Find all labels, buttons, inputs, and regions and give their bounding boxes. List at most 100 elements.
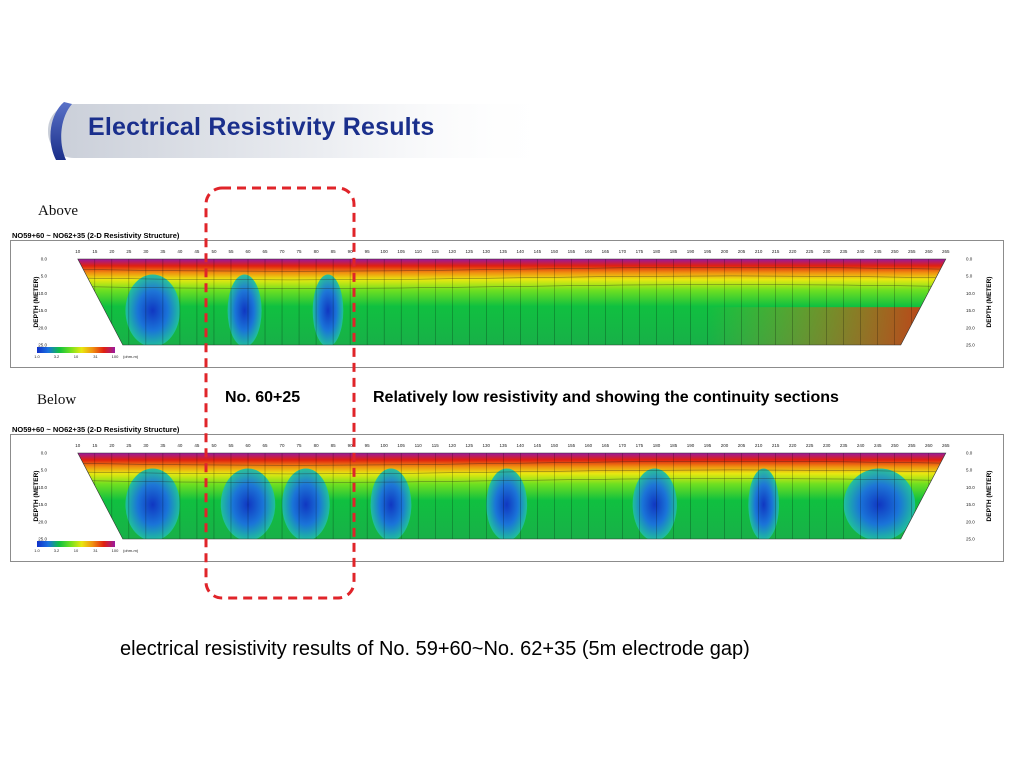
x-tick-label: 130 (483, 443, 491, 448)
x-tick-label: 165 (602, 443, 610, 448)
colorbar (37, 541, 115, 547)
low-resistivity-zone (843, 468, 916, 539)
x-tick-label: 205 (738, 249, 746, 254)
x-tick-label: 250 (891, 249, 899, 254)
x-tick-label: 95 (365, 443, 371, 448)
x-tick-label: 30 (143, 249, 149, 254)
contour-line (77, 275, 946, 281)
y-tick-label-right: 5.0 (966, 468, 973, 473)
x-tick-label: 80 (314, 443, 320, 448)
y-tick-label-right: 15.0 (966, 502, 975, 507)
x-tick-label: 140 (517, 249, 525, 254)
y-tick-label-right: 25.0 (966, 343, 975, 348)
y-tick-label-left: 20.0 (38, 519, 47, 524)
x-tick-label: 105 (397, 443, 405, 448)
resistivity-section-above: 10 15 20 25 30 35 40 45 50 55 60 65 70 75 80 85 90 95 100 1… (33, 249, 993, 359)
x-tick-label: 135 (500, 443, 508, 448)
x-tick-label: 25 (126, 249, 132, 254)
y-tick-label-left: 10.0 (38, 485, 47, 490)
y-tick-label-right: 0.0 (966, 451, 973, 456)
x-tick-label: 15 (92, 249, 98, 254)
x-tick-label: 80 (314, 249, 320, 254)
y-axis-label-right: DEPTH (METER) (986, 277, 993, 328)
colorbar-tick-label: 3.2 (54, 548, 60, 553)
x-tick-label: 155 (568, 443, 576, 448)
x-tick-label: 45 (194, 443, 200, 448)
x-tick-label: 230 (823, 443, 831, 448)
colorbar-tick-label: 10 (74, 548, 79, 553)
y-tick-label-right: 20.0 (966, 519, 975, 524)
y-axis-label-right: DEPTH (METER) (986, 471, 993, 522)
x-tick-label: 75 (297, 443, 303, 448)
x-tick-label: 40 (177, 249, 183, 254)
x-tick-label: 255 (908, 443, 916, 448)
x-tick-label: 35 (160, 443, 166, 448)
x-tick-label: 125 (465, 249, 473, 254)
x-tick-label: 90 (348, 443, 354, 448)
x-tick-label: 95 (365, 249, 371, 254)
x-tick-label: 155 (568, 249, 576, 254)
x-tick-label: 115 (432, 443, 440, 448)
x-tick-label: 245 (874, 249, 882, 254)
y-tick-label-left: 15.0 (38, 502, 47, 507)
x-tick-label: 265 (942, 249, 950, 254)
x-tick-label: 215 (772, 443, 780, 448)
section-fill (77, 453, 946, 539)
x-tick-label: 70 (280, 249, 286, 254)
contour-line (77, 284, 946, 289)
x-tick-label: 30 (143, 443, 149, 448)
x-tick-label: 55 (228, 443, 234, 448)
y-tick-label-right: 10.0 (966, 485, 975, 490)
x-tick-label: 195 (704, 249, 712, 254)
x-tick-label: 200 (721, 249, 729, 254)
highlight-box (204, 186, 356, 600)
x-tick-label: 220 (789, 249, 797, 254)
x-tick-label: 60 (245, 443, 251, 448)
x-tick-label: 45 (194, 249, 200, 254)
x-tick-label: 205 (738, 443, 746, 448)
colorbar-tick-label: 31 (93, 548, 98, 553)
x-tick-label: 150 (551, 443, 559, 448)
x-tick-label: 190 (687, 249, 695, 254)
contour-line (77, 478, 946, 483)
x-tick-label: 180 (653, 249, 661, 254)
x-tick-label: 200 (721, 443, 729, 448)
x-tick-label: 55 (228, 249, 234, 254)
callout-station: No. 60+25 (225, 389, 301, 406)
x-tick-label: 50 (211, 443, 217, 448)
x-tick-label: 90 (348, 249, 354, 254)
contour-line (77, 267, 946, 272)
x-tick-label: 180 (653, 443, 661, 448)
x-tick-label: 10 (75, 443, 81, 448)
x-tick-label: 185 (670, 249, 678, 254)
title-banner (48, 102, 558, 160)
panel-title-below: NO59+60 ~ NO62+35 (2-D Resistivity Struc… (12, 425, 180, 434)
low-resistivity-zone (748, 468, 779, 539)
label-above: Above (38, 203, 78, 219)
x-tick-label: 85 (331, 249, 337, 254)
x-tick-label: 260 (925, 443, 933, 448)
x-tick-label: 225 (806, 443, 814, 448)
y-tick-label-left: 0.0 (41, 451, 48, 456)
section-fill (77, 259, 946, 345)
x-tick-label: 120 (448, 249, 456, 254)
colorbar-tick-label: 31 (93, 354, 98, 359)
y-tick-label-left: 0.0 (41, 257, 48, 262)
x-tick-label: 170 (619, 249, 627, 254)
colorbar-tick-label: 100 (112, 354, 119, 359)
x-tick-label: 250 (891, 443, 899, 448)
chart-panel-below: 10 15 20 25 30 35 40 45 50 55 60 65 70 75 80 85 90 95 100 1… (10, 434, 1004, 562)
colorbar-tick-label: 3.2 (54, 354, 60, 359)
y-tick-label-left: 5.0 (41, 468, 48, 473)
x-tick-label: 60 (245, 249, 251, 254)
label-below: Below (37, 392, 77, 408)
colorbar-tick-label: 10 (74, 354, 79, 359)
low-resistivity-zone (632, 468, 677, 539)
x-tick-label: 185 (670, 443, 678, 448)
x-tick-label: 140 (517, 443, 525, 448)
y-tick-label-right: 5.0 (966, 274, 973, 279)
x-tick-label: 25 (126, 443, 132, 448)
y-tick-label-right: 25.0 (966, 537, 975, 542)
low-resistivity-zone (125, 468, 180, 539)
x-tick-label: 240 (857, 249, 865, 254)
